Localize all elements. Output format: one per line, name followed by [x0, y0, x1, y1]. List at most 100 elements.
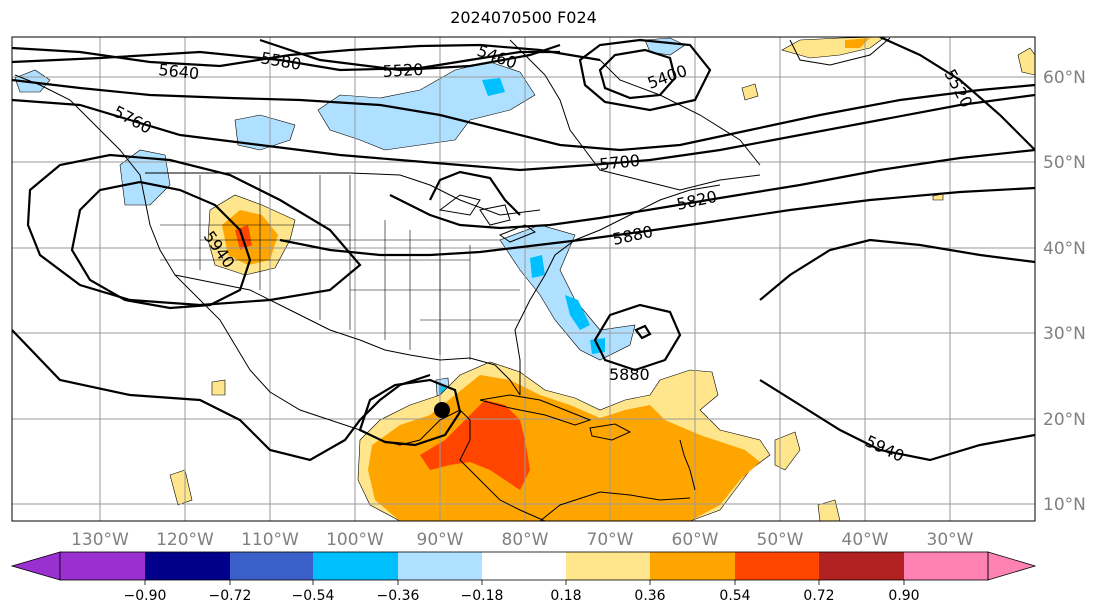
colorbar-bin [566, 552, 650, 580]
latitude-labels: 60°N 50°N 40°N 30°N 20°N 10°N [1043, 68, 1086, 515]
contour-label: 5940 [862, 431, 907, 465]
colorbar-tick-label: −0.54 [292, 588, 335, 604]
negative-anomaly-patch [14, 69, 51, 93]
negative-anomaly-patch [234, 114, 296, 151]
lon-label: 110°W [241, 530, 299, 550]
lon-label: 60°W [672, 530, 719, 550]
colorbar-bin [735, 552, 819, 580]
colorbar-under-triangle [10, 551, 61, 581]
positive-anomaly-patch [741, 83, 759, 101]
contour-label: 5640 [158, 60, 200, 83]
lon-label: 80°W [502, 530, 549, 550]
cuba [479, 394, 592, 426]
lesser-antilles [679, 439, 696, 491]
positive-anomaly-patch [1017, 47, 1035, 76]
lat-label: 20°N [1043, 410, 1086, 430]
height-contours [12, 37, 1035, 462]
colorbar-tick-label: −0.72 [209, 588, 252, 604]
lon-label: 70°W [587, 530, 634, 550]
colorbar-bin [313, 552, 398, 580]
map-title: 2024070500 F024 [450, 8, 597, 27]
contour-small-high [634, 324, 652, 340]
graticule [12, 37, 1035, 521]
positive-anomaly-mid [845, 38, 870, 48]
contour-5520-east [879, 37, 1035, 151]
contour-5880-atlantic [593, 303, 682, 372]
positive-anomaly-patch [211, 379, 226, 396]
south-america-coast [539, 491, 691, 521]
contour-label: 5880 [609, 365, 650, 384]
lon-label: 120°W [156, 530, 214, 550]
great-lakes [438, 194, 537, 243]
colorbar-tick-label: 0.36 [634, 588, 665, 604]
lon-label: 130°W [71, 530, 129, 550]
lat-label: 40°N [1043, 239, 1086, 259]
map-frame [11, 36, 1036, 522]
lon-label: 90°W [417, 530, 464, 550]
longitude-labels: 130°W 120°W 110°W 100°W 90°W 80°W 70°W 6… [71, 530, 974, 550]
positive-anomaly-mid [368, 375, 760, 521]
yucatan-coast [359, 409, 546, 521]
colorbar-tick-label: 0.90 [888, 588, 919, 604]
colorbar-tick-label: 0.54 [719, 588, 750, 604]
us-east-coast [514, 184, 721, 395]
contour-5880-high [26, 153, 362, 307]
colorbar-bin [230, 552, 313, 580]
contour-5580 [12, 50, 560, 72]
contour-label: 5520 [382, 60, 424, 81]
positive-anomaly-patch [169, 469, 193, 506]
lat-label: 60°N [1043, 68, 1086, 88]
colorbar-bin [145, 552, 230, 580]
contour-label: 5760 [110, 102, 155, 138]
colorbar: −0.90 −0.72 −0.54 −0.36 −0.18 0.18 0.36 … [10, 551, 1037, 604]
lon-label: 50°W [757, 530, 804, 550]
negative-anomaly-patch [119, 149, 171, 206]
contour-5940-high [70, 180, 252, 310]
positive-anomaly-patch [774, 431, 801, 471]
colorbar-tick-label: 0.72 [803, 588, 834, 604]
labrador-coast [599, 59, 761, 166]
lon-label: 100°W [326, 530, 384, 550]
negative-anomaly-core [482, 78, 505, 96]
contour-5760 [12, 93, 1035, 172]
colorbar-tick-label: −0.18 [461, 588, 504, 604]
positive-anomaly-high [420, 400, 530, 490]
contour-labels: 5640 5580 5520 5460 5400 5520 5760 5700 … [110, 41, 976, 466]
colorbar-bin [482, 552, 566, 580]
contour-5940-east [759, 238, 1035, 301]
contour-label: 5820 [675, 187, 719, 214]
negative-anomaly-core [530, 255, 545, 278]
contour-5940-atlantic [12, 329, 431, 462]
contour-5400-low [598, 48, 677, 100]
colorbar-bin [398, 552, 482, 580]
contour-5940-south [759, 379, 1035, 462]
colorbar-bin [904, 552, 988, 580]
positive-anomaly-patch [817, 499, 841, 521]
negative-anomaly-core [565, 295, 590, 330]
north-america-west-coast [14, 74, 361, 431]
gulf-coast [359, 339, 521, 396]
contour-label: 5880 [611, 222, 655, 249]
colorbar-tick-label: −0.90 [124, 588, 167, 604]
colorbar-tick-label: 0.18 [550, 588, 581, 604]
contour-label: 5700 [598, 151, 640, 174]
us-mexico-border [174, 274, 361, 341]
contour-5940-gulf-low [358, 378, 462, 447]
colorbar-bin [819, 552, 904, 580]
lat-label: 30°N [1043, 324, 1086, 344]
greenland-coast [789, 37, 891, 66]
contour-5520-north [259, 38, 561, 72]
storm-center-marker [434, 402, 450, 418]
lon-label: 40°W [842, 530, 889, 550]
contour-5880-ridge [279, 186, 1035, 257]
contour-5820-trough [429, 170, 521, 216]
contour-5700 [12, 78, 1035, 152]
lat-label: 10°N [1043, 495, 1086, 515]
contour-5820 [389, 148, 1035, 230]
us-canada-border [145, 172, 541, 216]
colorbar-tick-label: −0.36 [377, 588, 420, 604]
hudson-bay-region [509, 39, 761, 191]
lon-label: 30°W [927, 530, 974, 550]
colorbar-over-triangle [987, 551, 1037, 581]
